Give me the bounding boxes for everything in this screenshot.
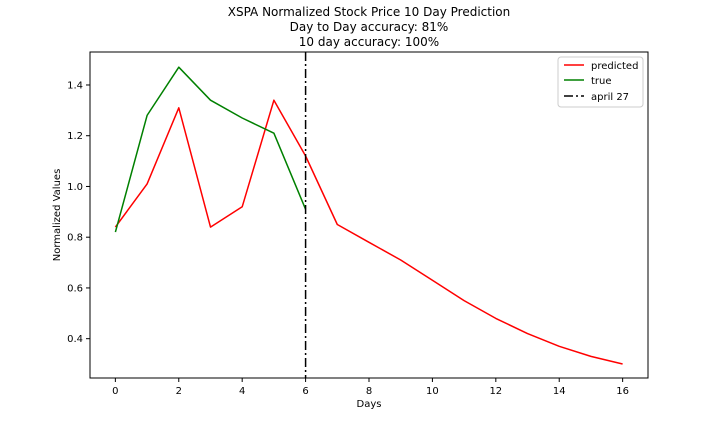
legend-box: [557, 56, 644, 108]
legend-label-april-27: april 27: [591, 92, 629, 103]
y-tick-label: 1.4: [67, 80, 83, 91]
x-tick-label: 12: [489, 386, 502, 397]
x-tick-label: 6: [302, 386, 308, 397]
y-tick-label: 0.8: [67, 233, 83, 244]
chart-title-line-1: XSPA Normalized Stock Price 10 Day Predi…: [228, 5, 511, 19]
y-tick-label: 1.0: [67, 182, 83, 193]
y-axis-label: Normalized Values: [52, 169, 63, 262]
series-line-true: [114, 66, 307, 233]
chart-title-line-2: Day to Day accuracy: 81%: [290, 20, 449, 34]
plot-area: [90, 52, 648, 378]
x-tick-label: 2: [176, 386, 182, 397]
y-tick-label: 0.6: [67, 283, 83, 294]
legend-label-predicted: predicted: [591, 61, 638, 72]
y-axis-ticks: 0.4 0.6 0.8 1.0 1.2 1.4: [67, 80, 90, 345]
x-tick-label: 14: [553, 386, 566, 397]
plot-frame: [89, 51, 649, 379]
x-tick-label: 10: [426, 386, 439, 397]
series-line-predicted: [114, 99, 623, 365]
x-tick-label: 8: [366, 386, 372, 397]
chart-title-line-3: 10 day accuracy: 100%: [299, 35, 439, 49]
y-tick-label: 1.2: [67, 131, 83, 142]
x-axis-ticks: 0 2 4 6 8 10 12 14 16: [112, 378, 629, 397]
x-tick-label: 16: [616, 386, 629, 397]
y-tick-label: 0.4: [67, 334, 83, 345]
x-tick-label: 4: [239, 386, 245, 397]
plot-lines: [114, 52, 623, 378]
legend-label-true: true: [591, 76, 612, 87]
x-tick-label: 0: [112, 386, 118, 397]
legend: predicted true april 27: [557, 56, 644, 108]
x-axis-label: Days: [357, 399, 382, 410]
